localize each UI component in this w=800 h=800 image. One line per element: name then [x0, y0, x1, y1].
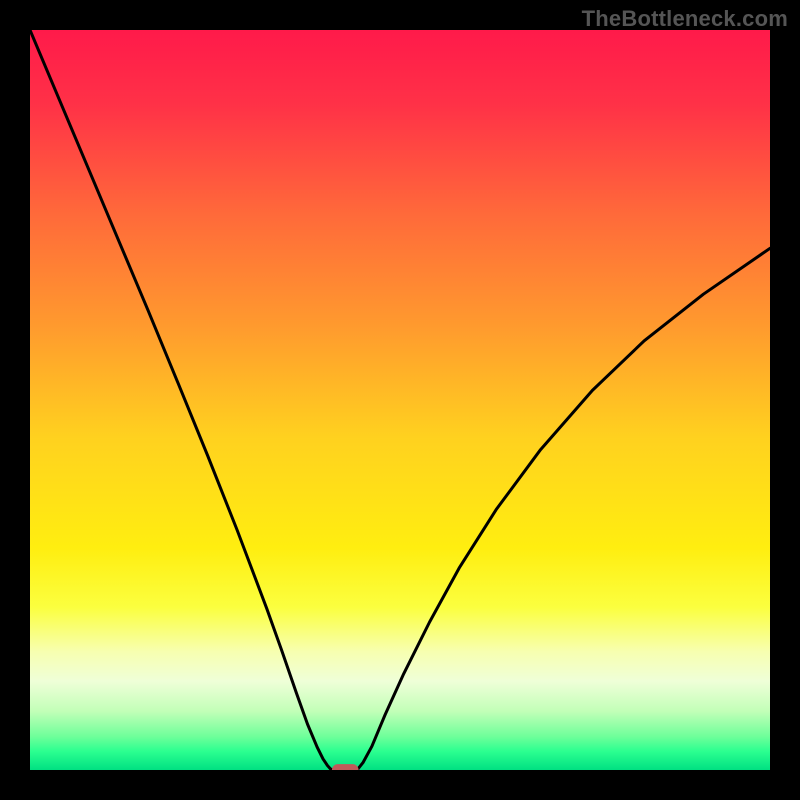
minimum-marker: [332, 764, 359, 770]
chart-svg: [30, 30, 770, 770]
plot-area: [30, 30, 770, 770]
gradient-background: [30, 30, 770, 770]
watermark-text: TheBottleneck.com: [582, 6, 788, 32]
chart-frame: TheBottleneck.com: [0, 0, 800, 800]
